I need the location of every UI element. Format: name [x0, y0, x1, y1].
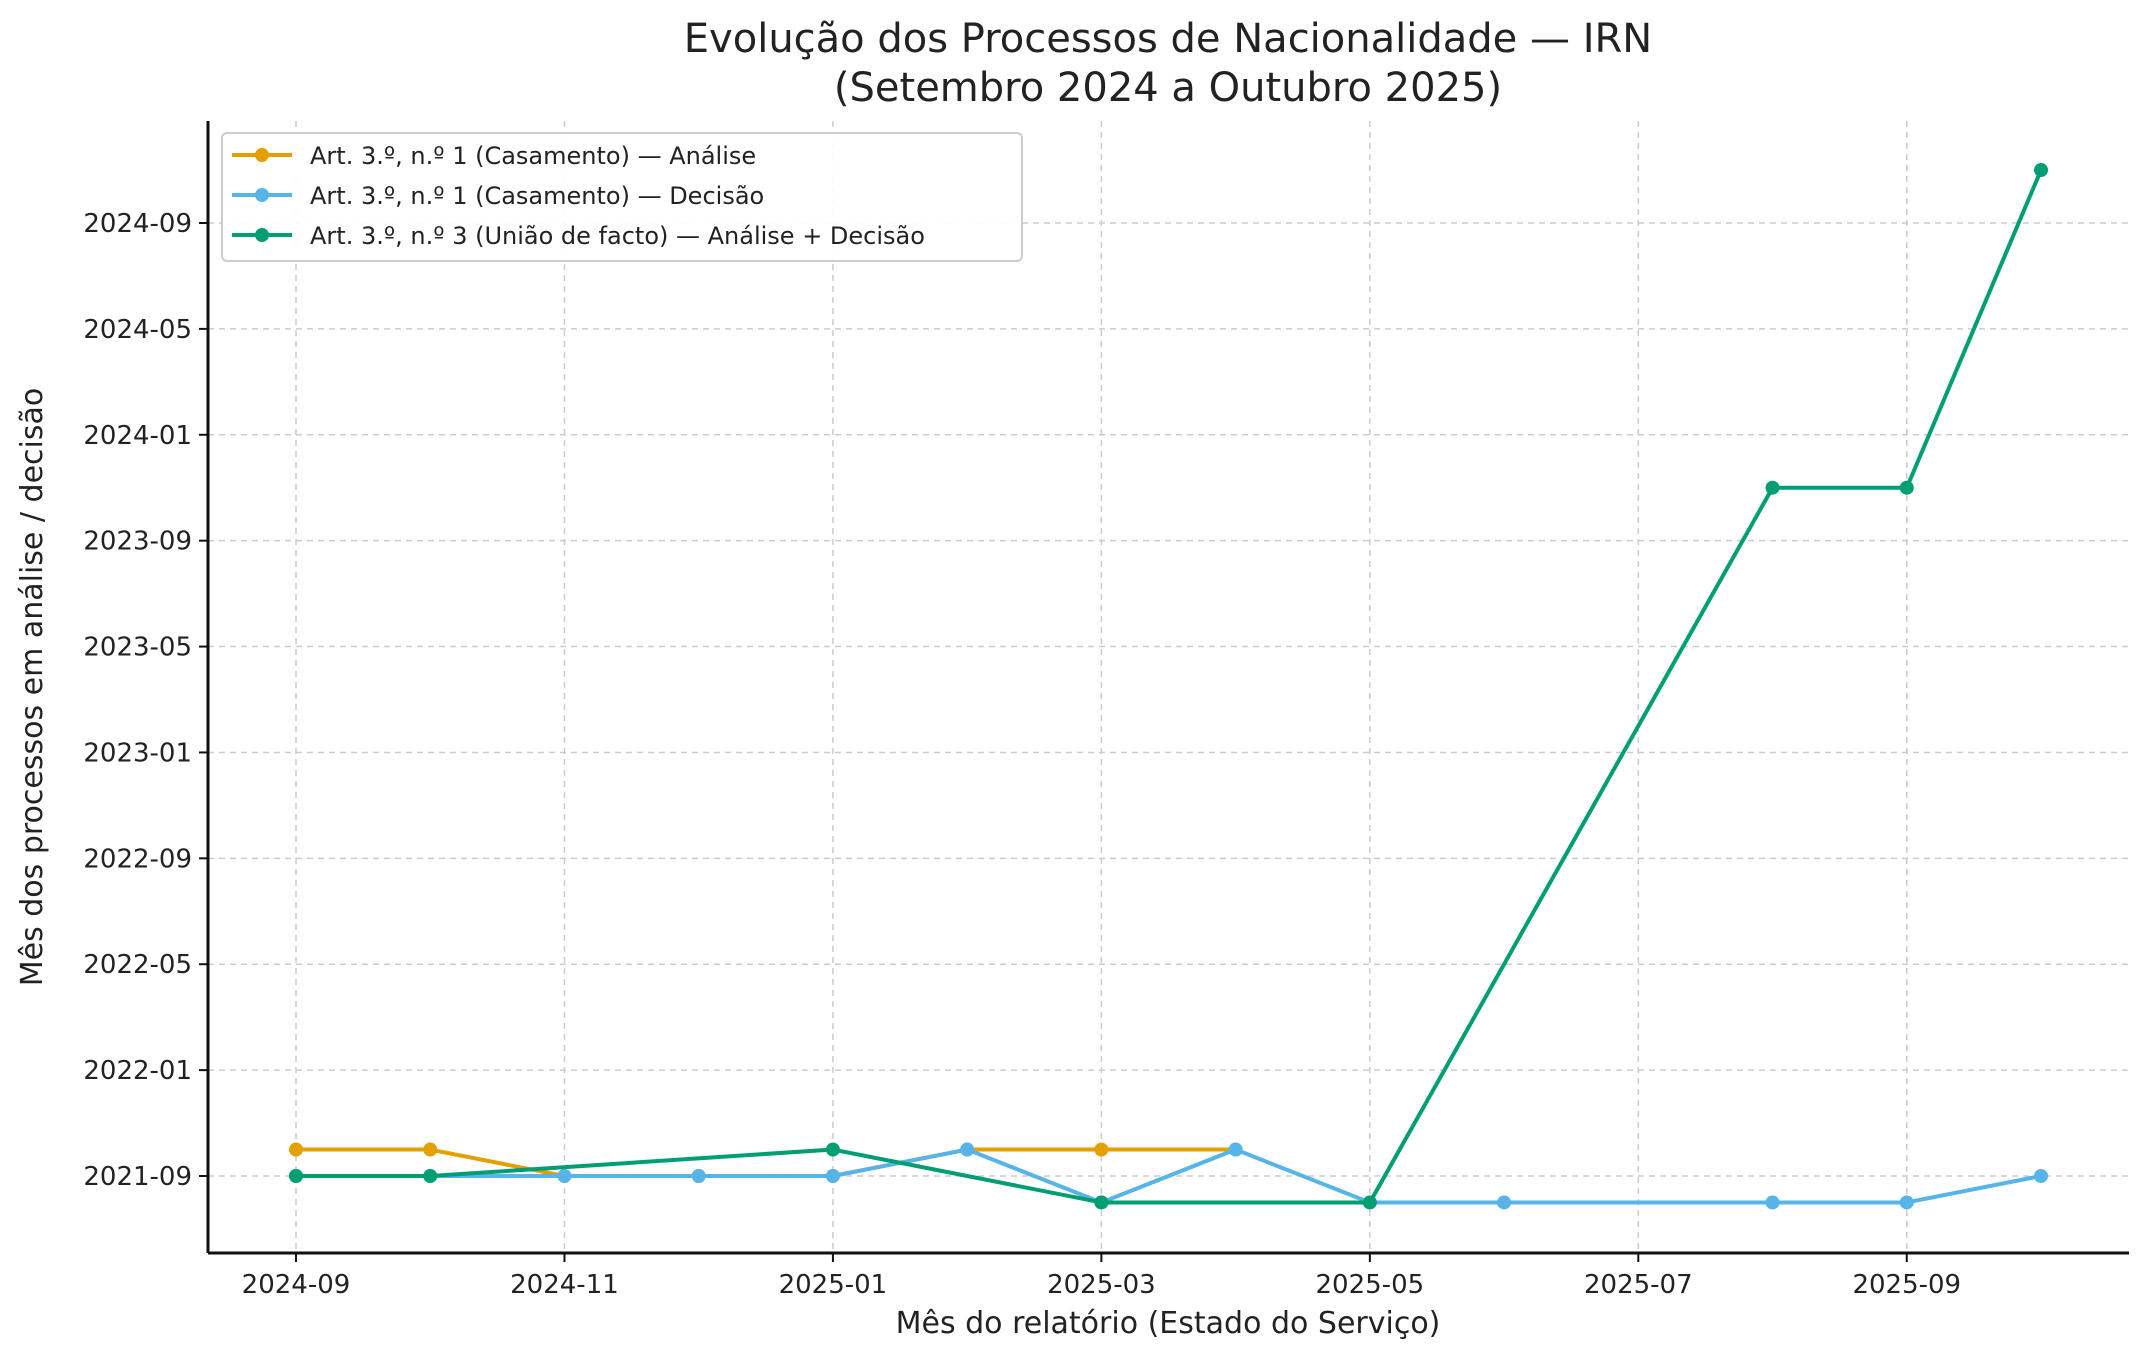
data-point — [1094, 1142, 1109, 1157]
y-tick-label: 2024-01 — [83, 421, 192, 451]
legend-marker — [255, 188, 269, 202]
x-tick-label: 2024-11 — [510, 1270, 619, 1300]
series-line — [296, 169, 2043, 1205]
data-point — [1765, 480, 1780, 495]
y-tick-label: 2023-05 — [83, 633, 192, 663]
data-point — [2034, 163, 2048, 178]
x-tick-label: 2025-03 — [1047, 1270, 1156, 1300]
chart-subtitle: (Setembro 2024 a Outubro 2025) — [834, 65, 1502, 111]
y-tick-label: 2022-09 — [83, 844, 192, 874]
data-point — [289, 1169, 303, 1183]
y-tick-label: 2023-01 — [83, 738, 192, 768]
data-point — [1899, 480, 1914, 495]
chart-title: Evolução dos Processos de Nacionalidade … — [684, 16, 1652, 62]
data-point — [423, 1169, 438, 1183]
data-point — [1899, 1195, 1914, 1210]
legend-marker — [255, 228, 269, 242]
data-point — [691, 1169, 706, 1183]
y-tick-label: 2021-09 — [83, 1162, 192, 1192]
data-point — [423, 1142, 438, 1157]
data-point — [1497, 1195, 1512, 1210]
x-axis-label: Mês do relatório (Estado do Serviço) — [896, 1306, 1441, 1341]
data-point — [2034, 1169, 2048, 1183]
y-tick-label: 2024-09 — [83, 209, 192, 239]
x-tick-label: 2025-09 — [1852, 1270, 1961, 1300]
data-point — [289, 1142, 303, 1157]
data-point — [557, 1169, 572, 1183]
y-axis-label: Mês dos processos em análise / decisão — [15, 388, 50, 987]
y-tick-label: 2022-05 — [83, 950, 192, 980]
data-point — [1362, 1195, 1377, 1210]
legend-label: Art. 3.º, n.º 1 (Casamento) — Decisão — [310, 182, 764, 210]
data-point — [1765, 1195, 1780, 1210]
x-tick-label: 2025-07 — [1584, 1270, 1693, 1300]
legend-marker — [255, 148, 269, 162]
x-tick-label: 2025-01 — [779, 1270, 888, 1300]
data-point — [1094, 1195, 1109, 1210]
legend-label: Art. 3.º, n.º 3 (União de facto) — Análi… — [310, 222, 925, 250]
y-tick-label: 2024-05 — [83, 315, 192, 345]
x-tick-label: 2024-09 — [242, 1270, 351, 1300]
data-point — [960, 1142, 975, 1157]
x-tick-label: 2025-05 — [1316, 1270, 1425, 1300]
legend-label: Art. 3.º, n.º 1 (Casamento) — Análise — [310, 142, 756, 170]
y-tick-label: 2022-01 — [83, 1056, 192, 1086]
data-point — [825, 1169, 840, 1183]
data-point — [825, 1142, 840, 1157]
y-tick-label: 2023-09 — [83, 527, 192, 557]
data-point — [1228, 1142, 1243, 1157]
legend: Art. 3.º, n.º 1 (Casamento) — Análise Art… — [221, 132, 1023, 262]
